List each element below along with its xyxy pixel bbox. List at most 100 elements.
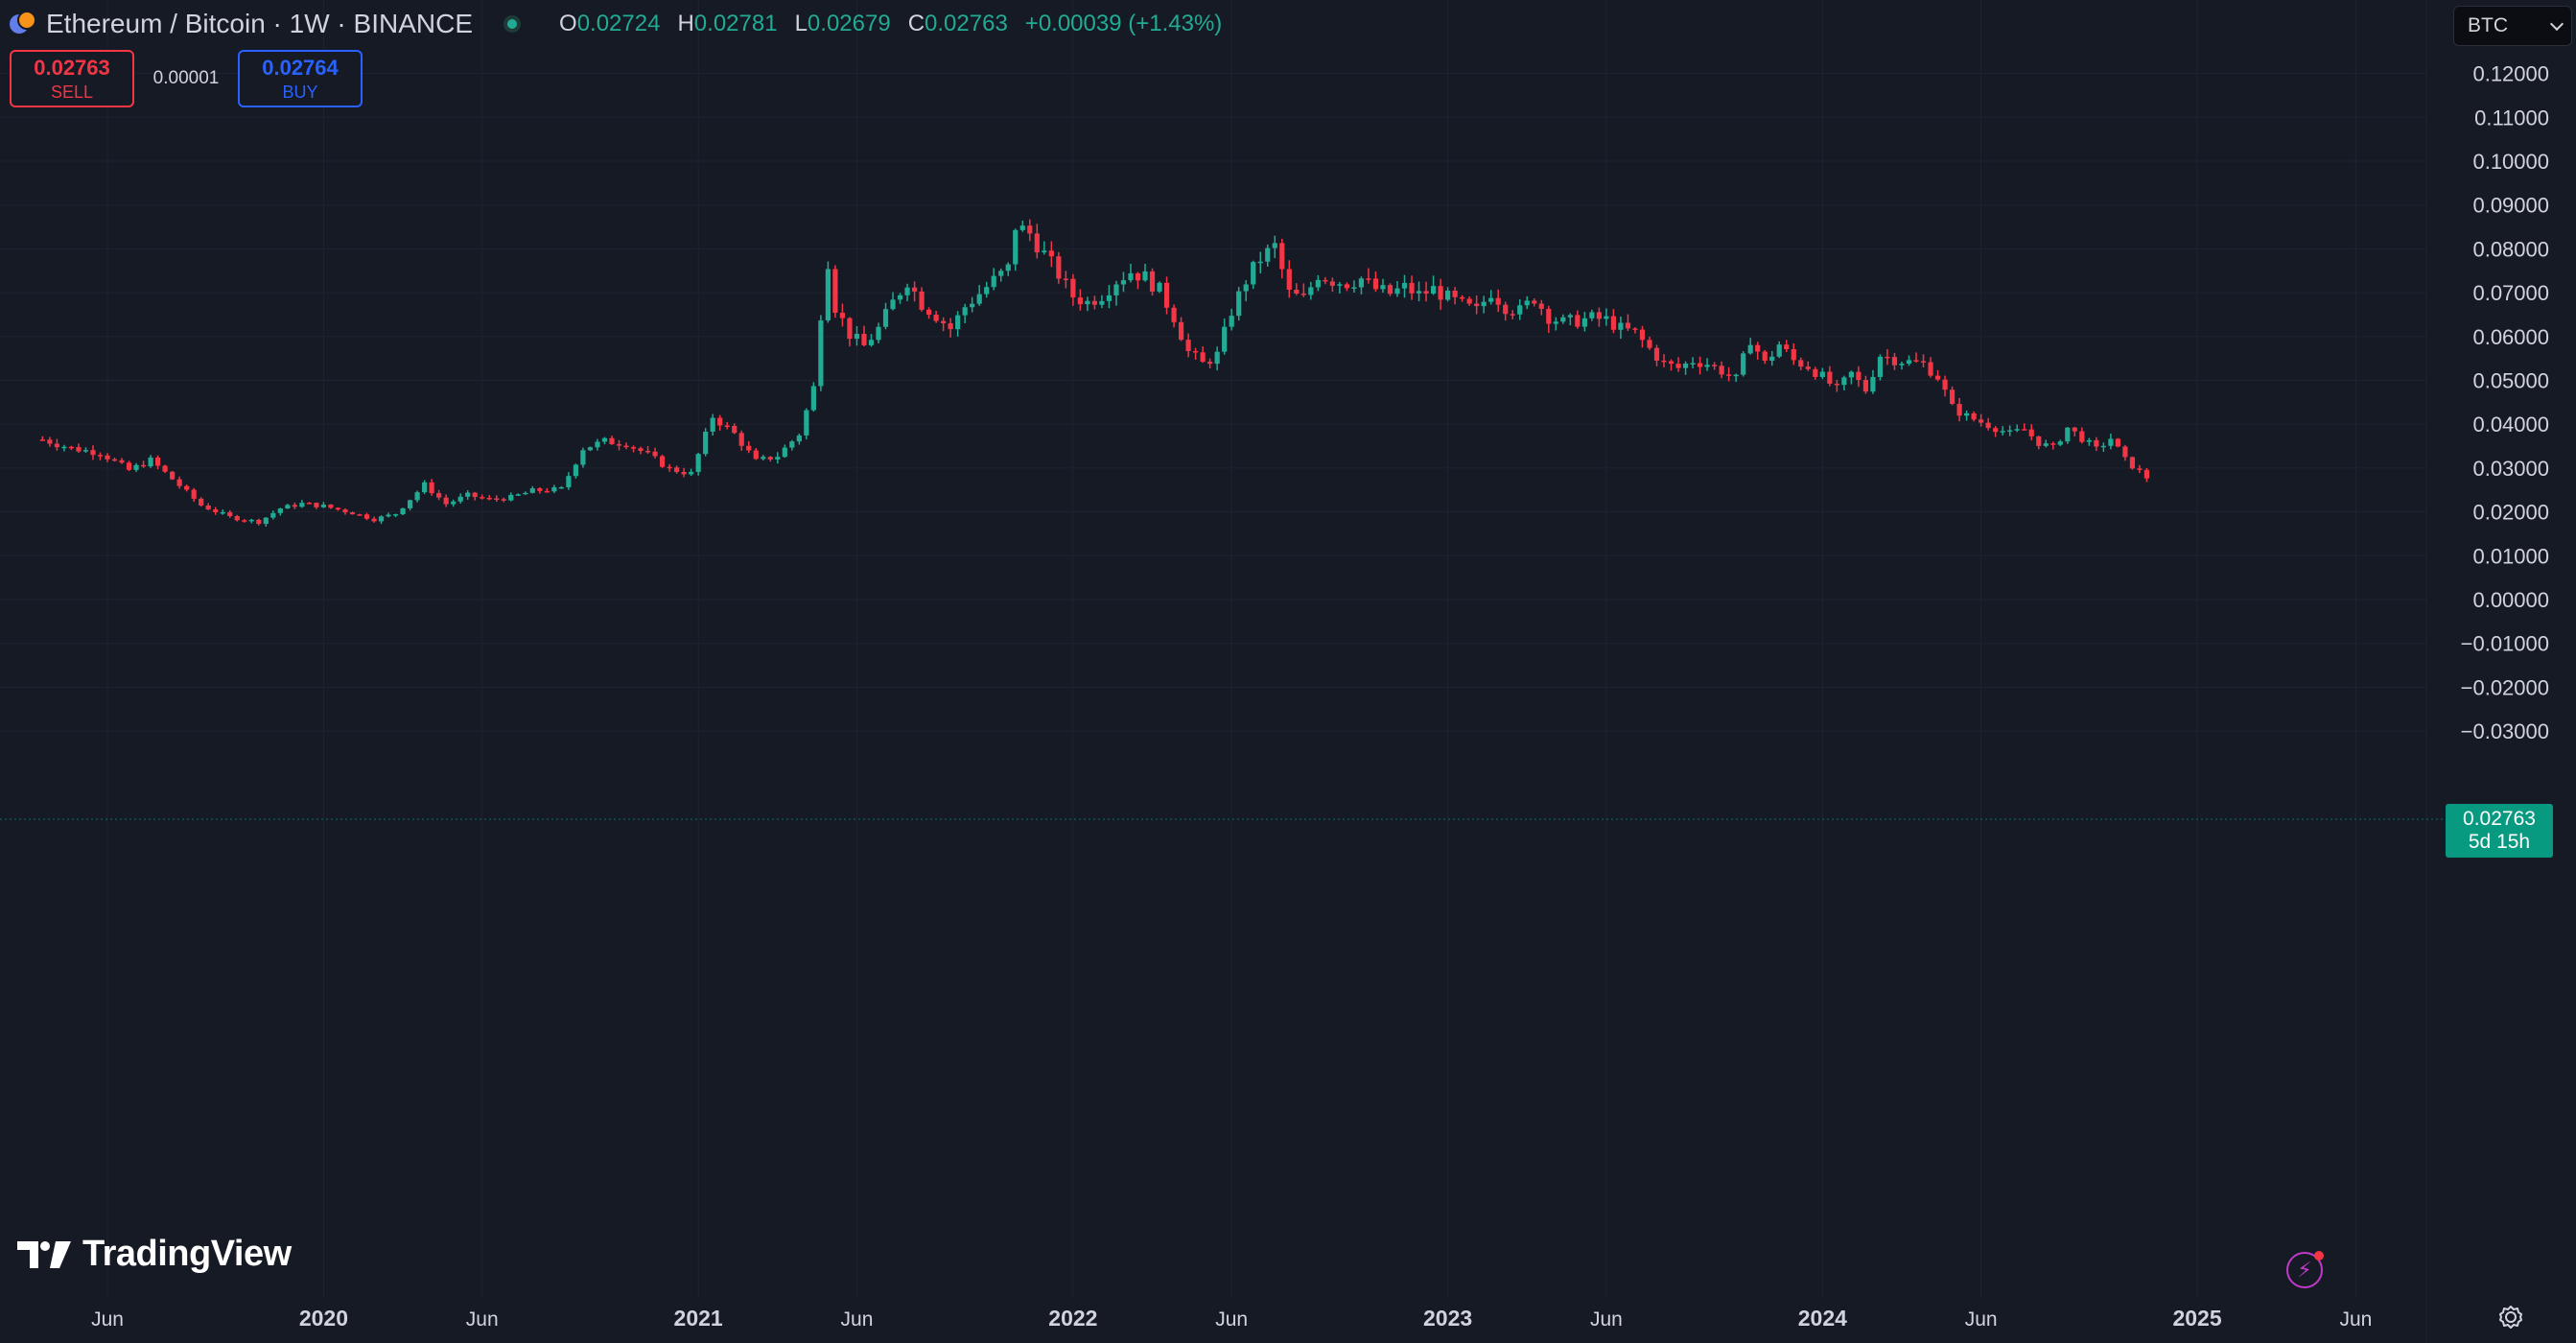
candle-body <box>1460 296 1465 299</box>
candle-body <box>595 441 600 448</box>
candle-body <box>1704 365 1710 367</box>
candle-body <box>753 450 759 459</box>
candle-body <box>76 447 82 452</box>
candle-body <box>1639 329 1646 341</box>
candle-body <box>1207 362 1213 365</box>
candle-body <box>1546 308 1552 324</box>
candle-body <box>515 494 521 496</box>
candle-body <box>392 514 399 516</box>
candle-body <box>573 464 579 477</box>
candle-body <box>349 512 356 515</box>
candle-body <box>782 447 787 458</box>
last-price-value: 0.02763 <box>2463 808 2536 830</box>
candle-body <box>2094 439 2099 447</box>
candle-body <box>1956 404 1962 416</box>
candle-body <box>133 464 139 470</box>
candle-body <box>1279 243 1285 270</box>
candle-body <box>674 467 680 472</box>
candle-body <box>623 445 629 448</box>
bar-countdown: 5d 15h <box>2468 831 2531 853</box>
symbol-title[interactable]: Ethereum / Bitcoin · 1W · BINANCE <box>46 9 474 38</box>
candle-body <box>616 444 622 446</box>
x-tick-label: 2020 <box>299 1306 348 1331</box>
candle-body <box>1063 278 1068 281</box>
x-tick-label: Jun <box>2339 1308 2372 1331</box>
candle-body <box>191 489 197 499</box>
candle-body <box>1034 233 1040 253</box>
candle-body <box>386 514 391 517</box>
candle-body <box>638 448 644 451</box>
candle-body <box>1856 371 1862 381</box>
candle-body <box>1647 340 1652 348</box>
candle-body <box>2086 439 2092 442</box>
candle-body <box>1979 419 1984 423</box>
candle-body <box>39 439 45 441</box>
grid-lines <box>0 0 2426 1297</box>
y-tick-label: 0.06000 <box>2472 325 2549 349</box>
candle-body <box>1337 284 1343 286</box>
candle-body <box>1048 250 1054 257</box>
candle-body <box>1675 364 1681 368</box>
candle-body <box>2000 431 2005 433</box>
tradingview-logo[interactable]: TradingView <box>17 1234 292 1275</box>
market-open-dot-icon[interactable] <box>503 15 522 33</box>
candle-body <box>847 318 853 340</box>
candle-body <box>176 479 182 486</box>
candle-body <box>220 511 225 514</box>
candle-body <box>54 443 60 448</box>
candle-body <box>970 303 975 308</box>
x-tick-label: Jun <box>1965 1308 1998 1331</box>
candle-body <box>796 435 802 442</box>
candle-body <box>644 450 651 453</box>
candle-body <box>1625 322 1631 329</box>
candle-body <box>1560 317 1566 322</box>
currency-selector[interactable]: BTC <box>2453 6 2572 46</box>
candle-body <box>126 462 132 470</box>
candle-body <box>1430 286 1437 295</box>
candle-body <box>732 425 738 434</box>
candle-body <box>1668 361 1674 365</box>
candle-body <box>2022 429 2027 431</box>
candle-body <box>890 299 896 310</box>
candle-body <box>328 505 334 508</box>
candle-body <box>1056 256 1062 279</box>
lightning-icon[interactable]: ⚡ <box>2286 1251 2324 1288</box>
y-tick-label: 0.05000 <box>2472 369 2549 393</box>
candle-body <box>1495 297 1501 305</box>
candle-body <box>695 454 701 472</box>
x-tick-label: Jun <box>841 1308 874 1331</box>
candle-body <box>1229 316 1234 327</box>
x-tick-label: Jun <box>1590 1308 1623 1331</box>
candle-body <box>1813 368 1818 377</box>
candle-body <box>508 494 514 501</box>
candle-body <box>1841 377 1847 386</box>
candle-body <box>1726 374 1732 376</box>
candle-body <box>587 447 594 451</box>
candle-body <box>1394 288 1400 295</box>
candle-body <box>1099 300 1105 305</box>
candle-body <box>882 309 889 327</box>
buy-button[interactable]: 0.02764 BUY <box>238 50 363 107</box>
candle-body <box>825 269 831 321</box>
candle-body <box>681 471 687 475</box>
candle-body <box>263 517 269 525</box>
candle-body <box>976 294 982 304</box>
candle-body <box>501 499 506 501</box>
candle-body <box>400 507 406 515</box>
sell-button[interactable]: 0.02763 SELL <box>10 50 134 107</box>
gear-icon[interactable] <box>2496 1303 2525 1331</box>
candle-body <box>47 439 53 444</box>
tradingview-logo-icon <box>17 1240 71 1268</box>
currency-value: BTC <box>2468 14 2508 36</box>
candle-body <box>1913 360 1919 362</box>
y-tick-label: 0.02000 <box>2472 501 2549 525</box>
candle-body <box>1294 290 1300 295</box>
candle-body <box>1798 360 1804 367</box>
y-tick-label: 0.03000 <box>2472 457 2549 481</box>
candle-body <box>1272 243 1277 248</box>
candle-body <box>465 492 471 497</box>
candle-body <box>984 287 990 295</box>
candle-body <box>746 445 752 451</box>
candle-body <box>335 507 341 510</box>
